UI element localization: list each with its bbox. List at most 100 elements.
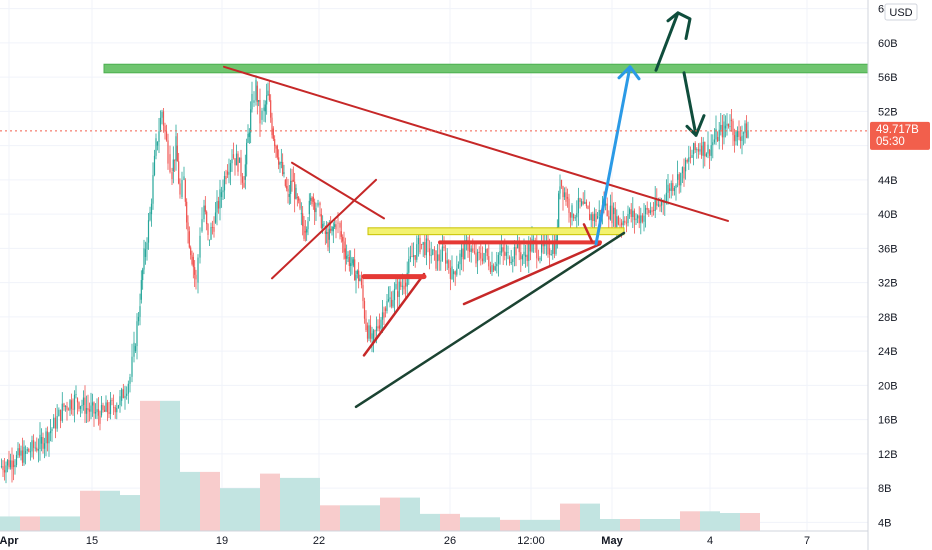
candle-body xyxy=(732,121,734,136)
grid xyxy=(0,0,868,531)
candle-body xyxy=(127,383,129,394)
candle-body xyxy=(521,255,523,260)
candle-body xyxy=(11,460,13,470)
candle-body xyxy=(284,179,286,186)
candle-body xyxy=(310,197,312,201)
candle-body xyxy=(501,247,503,253)
candle-body xyxy=(398,281,400,297)
candle-body xyxy=(159,117,162,132)
candle-body xyxy=(61,403,63,421)
x-tick-label: 15 xyxy=(86,535,98,547)
candle-body xyxy=(320,214,322,228)
candle-body xyxy=(155,138,157,156)
candle-body xyxy=(178,161,180,184)
candle-body xyxy=(75,394,77,395)
candle-body xyxy=(131,356,133,377)
volume-bar xyxy=(640,519,660,531)
candle-body xyxy=(153,155,156,176)
candle-body xyxy=(747,130,749,138)
candle-body xyxy=(337,222,339,224)
candle-body xyxy=(417,237,419,245)
currency-badge[interactable]: USD xyxy=(884,3,918,21)
candle-body xyxy=(497,254,499,264)
candle-body xyxy=(294,181,296,199)
candle-body xyxy=(194,267,196,275)
candle-body xyxy=(387,299,390,302)
candle-body xyxy=(259,100,261,124)
candle-body xyxy=(261,110,263,120)
candle-body xyxy=(733,135,736,142)
candle-body xyxy=(266,95,268,105)
x-tick-label: 7 xyxy=(804,535,810,547)
candle-body xyxy=(552,243,554,254)
candle-body xyxy=(137,316,140,322)
candle-body xyxy=(133,342,135,357)
volume-bar xyxy=(280,477,300,531)
volume-bar xyxy=(60,516,80,531)
candle-body xyxy=(174,159,176,161)
candle-body xyxy=(438,254,440,261)
candle-body xyxy=(590,214,592,221)
candle-body xyxy=(179,183,181,195)
y-tick-label: 32B xyxy=(878,278,898,290)
candle-body xyxy=(419,237,421,253)
candle-body xyxy=(411,256,413,258)
volume-bar xyxy=(400,497,420,531)
candle-body xyxy=(577,198,579,214)
candle-body xyxy=(730,119,733,122)
candle-body xyxy=(512,259,514,262)
candle-body xyxy=(526,254,528,261)
candle-body xyxy=(213,227,215,232)
currency-badge-box xyxy=(884,3,918,21)
candle-body xyxy=(541,242,543,253)
candle-body xyxy=(18,448,21,456)
candle-body xyxy=(409,256,411,260)
candle-body xyxy=(433,249,435,251)
candle-body xyxy=(267,90,269,96)
candle-body xyxy=(29,451,31,453)
candle-body xyxy=(624,220,626,223)
candle-body xyxy=(649,210,651,214)
candle-body xyxy=(335,224,337,230)
candle-body xyxy=(656,198,658,206)
x-tick-label: May xyxy=(601,535,623,547)
candle-body xyxy=(136,321,138,347)
candle-body xyxy=(667,184,669,193)
candle-body xyxy=(381,312,384,320)
candle-body xyxy=(327,231,329,248)
candle-body xyxy=(117,405,119,408)
candle-body xyxy=(354,259,356,281)
candle-body xyxy=(374,330,376,332)
candle-body xyxy=(536,242,538,259)
candle-body xyxy=(675,184,677,188)
candle-body xyxy=(390,299,393,307)
candle-body xyxy=(15,454,18,465)
candle-body xyxy=(549,248,551,255)
candle-body xyxy=(97,409,100,416)
volume-bar xyxy=(120,495,140,531)
candle-body xyxy=(292,179,294,182)
candle-body xyxy=(416,244,418,260)
volume-bar xyxy=(300,477,320,531)
candle-body xyxy=(26,448,28,451)
red-cross-line xyxy=(271,178,377,280)
candle-body xyxy=(461,248,463,257)
candle-body xyxy=(280,162,282,163)
dark-green-arrow-up xyxy=(654,11,680,72)
candle-body xyxy=(661,201,663,206)
candle-body xyxy=(622,220,624,226)
candle-body xyxy=(529,243,531,252)
candle-body xyxy=(683,167,685,179)
candle-body xyxy=(531,238,533,252)
candle-body xyxy=(82,397,85,405)
candle-body xyxy=(140,280,142,300)
candle-body xyxy=(255,80,257,101)
candle-body xyxy=(621,222,623,226)
candle-body xyxy=(550,253,552,255)
candle-body xyxy=(559,186,561,194)
candle-body xyxy=(78,402,80,409)
y-tick-label: 24B xyxy=(878,346,898,358)
candle-body xyxy=(429,248,431,256)
candle-body xyxy=(197,257,199,283)
